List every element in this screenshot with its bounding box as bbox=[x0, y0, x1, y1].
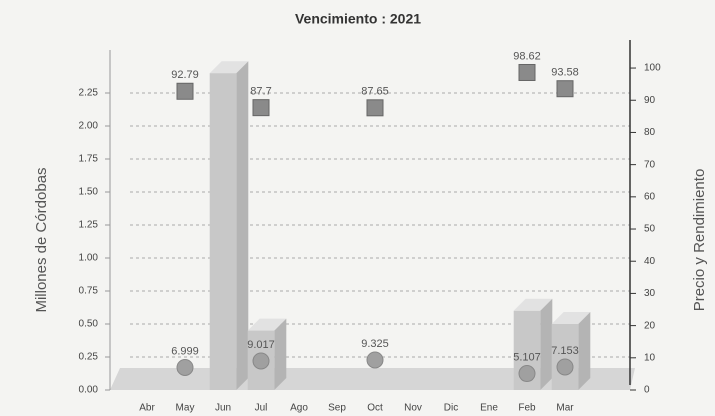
bar bbox=[209, 73, 237, 390]
x-tick-label: May bbox=[176, 403, 195, 414]
data-label: 87.65 bbox=[361, 86, 389, 98]
bar-side bbox=[274, 318, 287, 390]
x-tick-label: Sep bbox=[328, 403, 346, 414]
y2-tick-label: 70 bbox=[644, 159, 656, 170]
bar-top bbox=[551, 312, 591, 324]
data-label: 7.153 bbox=[551, 345, 579, 357]
y2-tick-label: 0 bbox=[644, 385, 650, 396]
y2-axis-title: Precio y Rendimiento bbox=[691, 169, 708, 312]
x-tick-label: Nov bbox=[404, 403, 422, 414]
y-tick-label: 1.75 bbox=[79, 154, 99, 165]
y-tick-label: 0.25 bbox=[79, 352, 99, 363]
yield-marker bbox=[176, 358, 194, 376]
y2-tick-label: 50 bbox=[644, 224, 656, 235]
bar-top bbox=[513, 298, 553, 311]
y2-tick-label: 80 bbox=[644, 127, 656, 138]
y-tick-label: 2.00 bbox=[79, 121, 99, 132]
price-marker bbox=[556, 80, 574, 98]
data-label: 87.7 bbox=[250, 86, 271, 98]
yield-marker bbox=[252, 352, 270, 370]
yield-marker bbox=[366, 351, 384, 369]
bar-top bbox=[247, 318, 287, 331]
price-marker bbox=[176, 82, 194, 100]
y-tick-label: 1.50 bbox=[79, 187, 99, 198]
y-tick-label: 0.50 bbox=[79, 319, 99, 330]
y-tick-label: 1.25 bbox=[79, 220, 99, 231]
data-label: 5.107 bbox=[513, 351, 541, 363]
x-tick-label: Jun bbox=[215, 403, 231, 414]
x-tick-label: Abr bbox=[139, 403, 155, 414]
y2-tick-label: 10 bbox=[644, 352, 656, 363]
price-marker bbox=[252, 99, 270, 117]
y2-tick-label: 90 bbox=[644, 95, 656, 106]
x-tick-label: Oct bbox=[367, 403, 383, 414]
x-tick-label: Ago bbox=[290, 403, 308, 414]
x-tick-label: Jul bbox=[255, 403, 268, 414]
price-marker bbox=[366, 99, 384, 117]
y-tick-label: 1.00 bbox=[79, 253, 99, 264]
y-tick-label: 0.00 bbox=[79, 385, 99, 396]
data-label: 98.62 bbox=[513, 50, 541, 62]
y2-tick-label: 100 bbox=[644, 63, 661, 74]
bar-side bbox=[578, 312, 591, 390]
y2-tick-label: 60 bbox=[644, 191, 656, 202]
data-label: 6.999 bbox=[171, 345, 199, 357]
data-label: 9.325 bbox=[361, 338, 389, 350]
bar bbox=[551, 324, 579, 390]
price-marker bbox=[518, 63, 536, 81]
bar-side bbox=[236, 61, 249, 390]
y2-tick-label: 40 bbox=[644, 256, 656, 267]
data-label: 9.017 bbox=[247, 339, 275, 351]
y-axis-title: Millones de Córdobas bbox=[33, 167, 50, 312]
yield-marker bbox=[518, 365, 536, 383]
y-tick-label: 0.75 bbox=[79, 286, 99, 297]
bar-side bbox=[540, 298, 553, 390]
data-label: 92.79 bbox=[171, 69, 199, 81]
x-tick-label: Feb bbox=[518, 403, 536, 414]
x-tick-label: Dic bbox=[444, 403, 458, 414]
data-label: 93.58 bbox=[551, 67, 579, 79]
y2-tick-label: 30 bbox=[644, 288, 656, 299]
y-tick-label: 2.25 bbox=[79, 88, 99, 99]
yield-marker bbox=[556, 358, 574, 376]
x-tick-label: Ene bbox=[480, 403, 498, 414]
x-tick-label: Mar bbox=[556, 403, 574, 414]
y2-tick-label: 20 bbox=[644, 320, 656, 331]
chart-title: Vencimiento : 2021 bbox=[295, 11, 421, 27]
bar-top bbox=[209, 61, 249, 74]
